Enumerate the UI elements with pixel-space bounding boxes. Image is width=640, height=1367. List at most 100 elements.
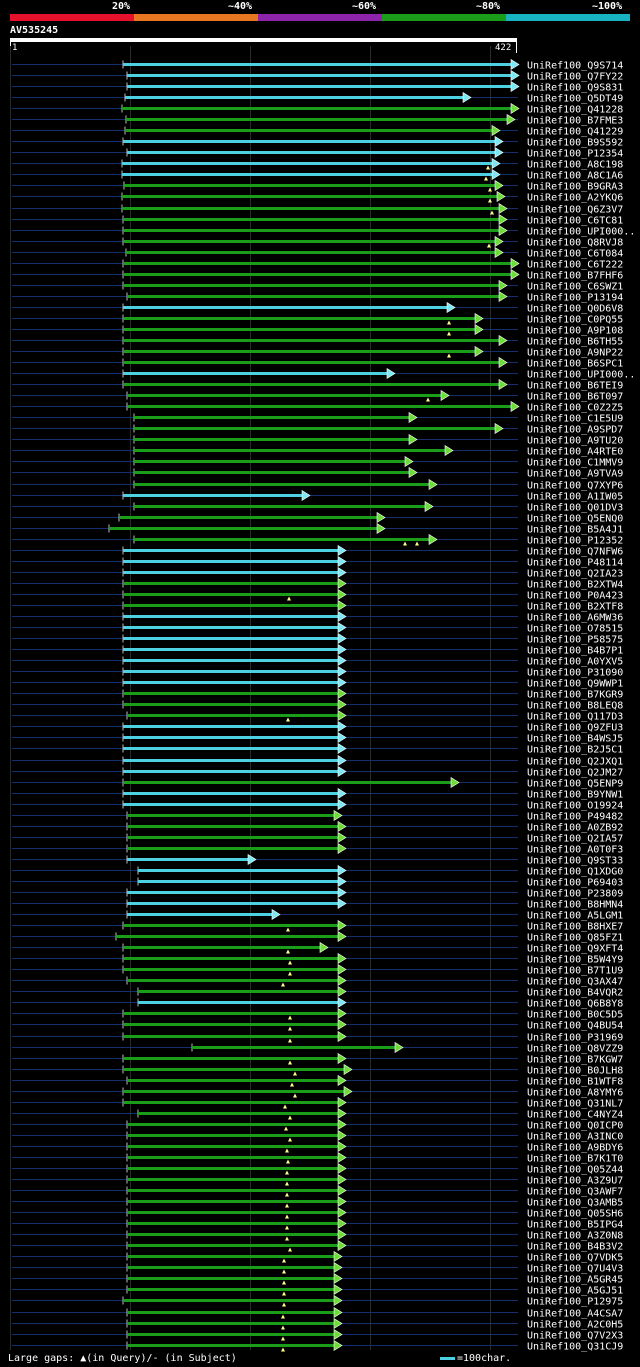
hit-arrow-head bbox=[394, 1041, 404, 1054]
query-gap-marker bbox=[288, 1137, 292, 1142]
hit-label: UniRef100_C1E5U9 bbox=[527, 414, 623, 425]
hit-label: UniRef100_C6TC81 bbox=[527, 216, 623, 227]
hit-bar bbox=[126, 251, 497, 254]
hit-label: UniRef100_Q1XDG0 bbox=[527, 867, 623, 878]
hit-bar bbox=[127, 814, 336, 817]
color-legend: 20% ~40% ~60% ~80% ~100% bbox=[0, 0, 640, 22]
hit-label: UniRef100_Q2JM27 bbox=[527, 768, 623, 779]
hit-label: UniRef100_B2XTF8 bbox=[527, 602, 623, 613]
hit-arrow-head bbox=[337, 665, 347, 678]
hit-arrow-head bbox=[337, 1228, 347, 1241]
hit-arrow-head bbox=[446, 301, 456, 314]
hit-label: UniRef100_P13194 bbox=[527, 293, 623, 304]
hit-bar bbox=[127, 1211, 340, 1214]
hit-arrow-head bbox=[301, 489, 311, 502]
hit-label: UniRef100_B9GRA3 bbox=[527, 182, 623, 193]
query-gap-marker bbox=[281, 1314, 285, 1319]
hit-bar bbox=[123, 494, 304, 497]
hit-label: UniRef100_Q7XYP6 bbox=[527, 481, 623, 492]
query-gap-marker bbox=[293, 1071, 297, 1076]
hit-bar bbox=[127, 1123, 340, 1126]
hit-label: UniRef100_B1WTF8 bbox=[527, 1077, 623, 1088]
hit-bar bbox=[123, 924, 340, 927]
hit-bar bbox=[123, 1299, 336, 1302]
hit-label: UniRef100_B4B3V2 bbox=[527, 1242, 623, 1253]
hit-arrow-head bbox=[510, 257, 520, 270]
query-gap-marker bbox=[284, 1126, 288, 1131]
hit-bar bbox=[123, 681, 340, 684]
query-gap-marker bbox=[286, 949, 290, 954]
query-gap-marker bbox=[285, 1170, 289, 1175]
hit-bar bbox=[123, 1012, 340, 1015]
hit-label: UniRef100_C0PQ55 bbox=[527, 315, 623, 326]
hit-bar bbox=[127, 1167, 340, 1170]
query-gap-marker bbox=[447, 320, 451, 325]
query-gap-marker bbox=[285, 1192, 289, 1197]
hit-bar bbox=[192, 1046, 397, 1049]
hit-bar bbox=[127, 405, 513, 408]
query-gap-marker bbox=[415, 541, 419, 546]
hit-arrow-head bbox=[376, 511, 386, 524]
query-gap-marker bbox=[282, 1269, 286, 1274]
hit-arrow-head bbox=[337, 897, 347, 910]
hit-bar bbox=[122, 107, 513, 110]
hit-bar bbox=[127, 1233, 340, 1236]
hit-bar bbox=[123, 604, 340, 607]
hit-arrow-head bbox=[337, 1195, 347, 1208]
hit-bar bbox=[134, 471, 411, 474]
hit-arrow-head bbox=[494, 422, 504, 435]
hit-arrow-head bbox=[337, 952, 347, 965]
query-gap-marker bbox=[488, 198, 492, 203]
query-gap-marker bbox=[281, 1347, 285, 1352]
legend-label-40: ~40% bbox=[228, 1, 253, 12]
hit-arrow-head bbox=[337, 544, 347, 557]
hit-label: UniRef100_Q7U4V3 bbox=[527, 1264, 623, 1275]
hit-bar bbox=[126, 118, 509, 121]
hit-bar bbox=[138, 1001, 340, 1004]
hit-bar bbox=[123, 770, 340, 773]
hit-arrow-head bbox=[333, 1272, 343, 1285]
hit-bar bbox=[123, 372, 389, 375]
hit-bar bbox=[123, 273, 513, 276]
hit-bar bbox=[127, 902, 340, 905]
hit-label: UniRef100_Q3AWF7 bbox=[527, 1187, 623, 1198]
hit-arrow-head bbox=[343, 1063, 353, 1076]
hit-label: UniRef100_A6MW36 bbox=[527, 613, 623, 624]
hit-arrow-head bbox=[337, 599, 347, 612]
hit-arrow-head bbox=[337, 566, 347, 579]
hit-label: UniRef100_B6T097 bbox=[527, 392, 623, 403]
hit-bar bbox=[134, 538, 431, 541]
hit-bar bbox=[127, 1145, 340, 1148]
hit-label: UniRef100_A5GJ51 bbox=[527, 1286, 623, 1297]
hit-bar bbox=[123, 1101, 340, 1104]
hit-arrow-head bbox=[337, 1096, 347, 1109]
query-gap-marker bbox=[285, 1214, 289, 1219]
hit-bar bbox=[127, 1255, 336, 1258]
ruler-end-label: 422 bbox=[495, 43, 512, 53]
hit-bar bbox=[138, 990, 340, 993]
hit-arrow-head bbox=[337, 996, 347, 1009]
hit-arrow-head bbox=[428, 478, 438, 491]
query-gap-marker bbox=[288, 1247, 292, 1252]
hit-label: UniRef100_P58575 bbox=[527, 635, 623, 646]
hit-label: UniRef100_Q41229 bbox=[527, 127, 623, 138]
hit-label: UniRef100_A8C198 bbox=[527, 160, 623, 171]
query-gap-marker bbox=[490, 210, 494, 215]
hit-label: UniRef100_C6T222 bbox=[527, 260, 623, 271]
hit-label: UniRef100_A1IW05 bbox=[527, 492, 623, 503]
hit-bar bbox=[123, 725, 340, 728]
hit-bar bbox=[123, 615, 340, 618]
query-name: AV535245 bbox=[10, 25, 59, 36]
hit-bar bbox=[123, 659, 340, 662]
query-gap-marker bbox=[288, 960, 292, 965]
hit-bar bbox=[127, 394, 443, 397]
hit-label: UniRef100_B8HMN4 bbox=[527, 900, 623, 911]
hit-label: UniRef100_P0A423 bbox=[527, 591, 623, 602]
hit-arrow-head bbox=[337, 643, 347, 656]
hit-bar bbox=[127, 1344, 336, 1347]
hit-bar bbox=[123, 670, 340, 673]
hit-bar bbox=[122, 207, 501, 210]
hit-label: UniRef100_C6SWZ1 bbox=[527, 282, 623, 293]
hit-bar bbox=[134, 460, 407, 463]
query-gap-marker bbox=[282, 1280, 286, 1285]
